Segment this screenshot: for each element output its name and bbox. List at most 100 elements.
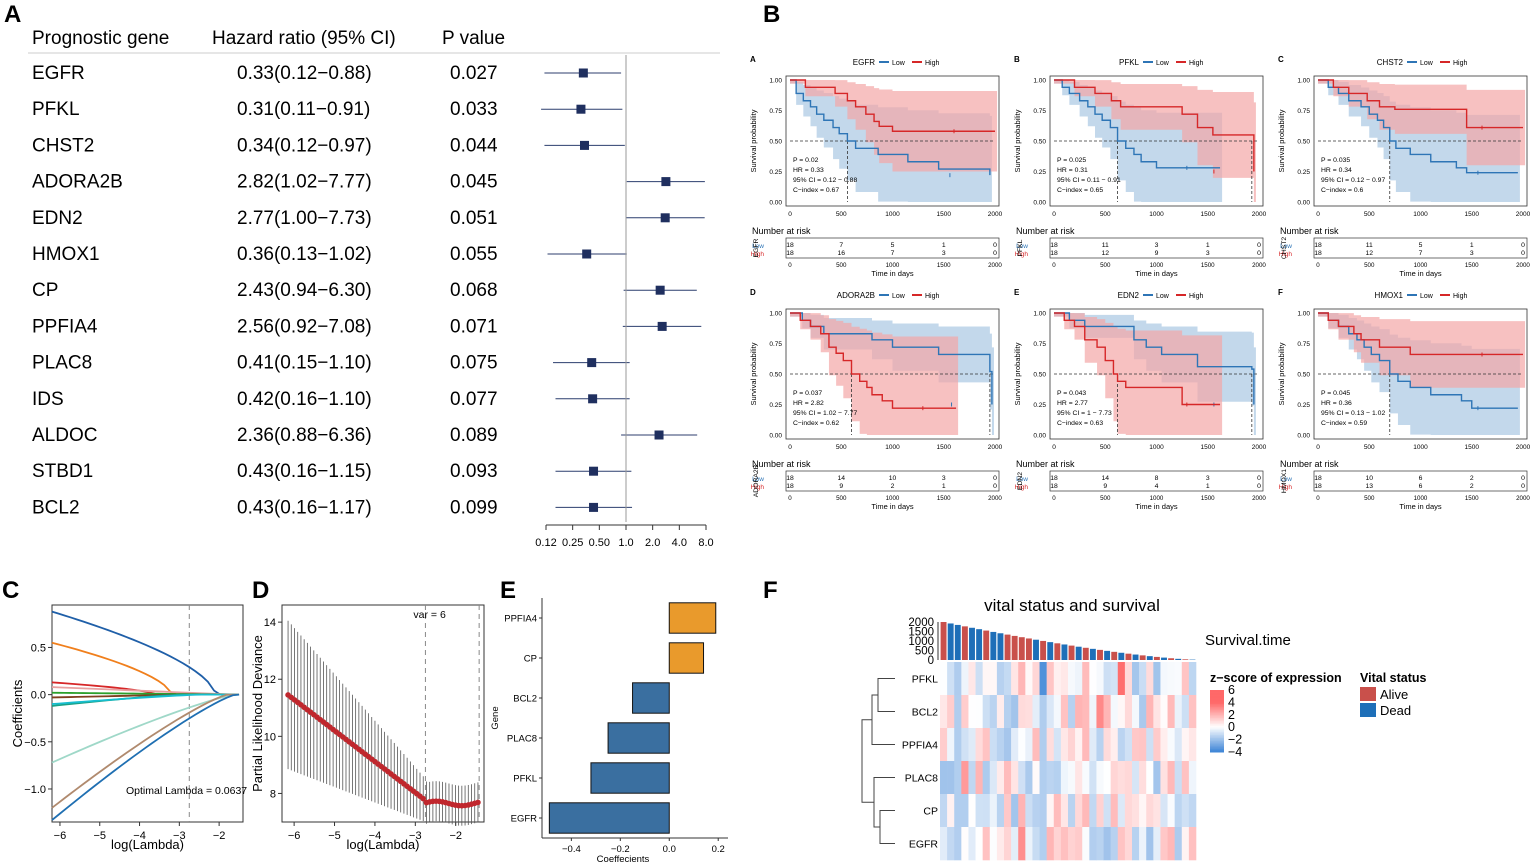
km-x-tick-label: 0	[1316, 211, 1320, 218]
zscore-legend-gradient	[1210, 742, 1224, 745]
heatmap-cell	[940, 662, 948, 696]
heatmap-cell	[1188, 794, 1197, 828]
km-risk-low-count: 6	[1419, 475, 1423, 482]
panel-letter-f: F	[763, 577, 778, 604]
heatmap-cell	[1188, 761, 1197, 795]
forest-p-value: 0.075	[450, 353, 498, 374]
heatmap-cell	[1132, 761, 1140, 795]
km-risk-high-label: High	[751, 484, 765, 491]
heatmap-cell	[1167, 695, 1175, 729]
km-risk-x-tick: 2000	[988, 262, 1002, 269]
lasso-dev-x-label: log(Lambda)	[347, 837, 420, 852]
coef-bar-x-tick-label: −0.4	[562, 844, 581, 855]
km-legend-high-label: High	[925, 293, 940, 300]
heatmap-cell	[1004, 695, 1012, 729]
lasso-dev-y-tick-label: 8	[270, 788, 276, 800]
km-risk-low-count: 5	[1419, 242, 1423, 249]
heatmap-cell	[975, 761, 983, 795]
heatmap-cell	[1046, 662, 1055, 696]
heatmap-cell	[1060, 728, 1069, 762]
km-y-tick-label: 0.50	[769, 372, 782, 379]
km-risk-table-frame	[1313, 470, 1528, 492]
dendrogram-branch	[871, 694, 895, 745]
km-risk-x-tick: 1500	[937, 262, 951, 269]
heatmap-cell	[1032, 728, 1040, 762]
heatmap-cell	[940, 761, 948, 795]
heatmap-cell	[1060, 827, 1069, 861]
heatmap-cell	[1039, 761, 1047, 795]
forest-hr-point	[578, 68, 588, 78]
km-risk-low-count: 0	[993, 242, 997, 249]
heatmap-cell	[1124, 728, 1133, 762]
heatmap-cell	[961, 827, 969, 861]
km-risk-x-tick: 2000	[1516, 495, 1530, 502]
heatmap-cell	[1060, 761, 1069, 795]
km-risk-low-count: 0	[1521, 242, 1525, 249]
km-plot-frame	[1049, 308, 1264, 440]
km-risk-high-count: 9	[1103, 483, 1107, 490]
km-y-tick-label: 0.25	[1297, 402, 1310, 409]
km-risk-low-count: 0	[1257, 242, 1261, 249]
heatmap-cell	[1103, 695, 1111, 729]
km-x-axis-label: Time in days	[1135, 502, 1177, 511]
heatmap-cell	[1011, 794, 1019, 828]
km-risk-x-tick: 0	[1316, 495, 1320, 502]
heatmap-cell	[1139, 794, 1147, 828]
heatmap-cell	[996, 827, 1005, 861]
km-risk-x-tick: 500	[1100, 262, 1111, 269]
coef-bar	[548, 802, 670, 834]
km-stat-text: C−index = 0.59	[1321, 420, 1367, 427]
heatmap-cell	[975, 794, 983, 828]
heatmap-cell	[1096, 827, 1104, 861]
heatmap-cell	[968, 761, 976, 795]
lasso-deviance-plot: 8 10 12 14 −6 −5 −4 −3 −2 log(Lambda) Partial Like…	[250, 604, 485, 852]
survival-bar	[1097, 649, 1103, 660]
heatmap-cell	[1167, 662, 1175, 696]
zscore-legend-gradient	[1210, 748, 1224, 751]
km-y-axis-label: Survival probability	[1013, 109, 1022, 172]
km-y-tick-label: 0.00	[1297, 200, 1310, 207]
km-risk-x-tick: 1500	[1201, 495, 1215, 502]
heatmap-cell	[1053, 728, 1062, 762]
km-risk-low-count: 18	[1314, 242, 1322, 249]
km-risk-table-frame	[785, 470, 1000, 492]
survival-bar	[1018, 637, 1025, 660]
km-x-tick-label: 1500	[937, 444, 952, 451]
heatmap-cell	[1053, 695, 1062, 729]
forest-gene-label: CHST2	[32, 135, 94, 156]
forest-gene-label: STBD1	[32, 461, 93, 482]
km-survival-curve	[790, 79, 995, 132]
km-panel-tag: D	[750, 288, 756, 297]
km-risk-title: Number at risk	[752, 226, 811, 236]
heatmap-gene-label: CP	[923, 806, 938, 818]
zscore-legend-gradient	[1210, 716, 1224, 719]
heatmap-cell	[1053, 761, 1062, 795]
forest-hr-text: 0.36(0.13−1.02)	[237, 244, 372, 265]
heatmap-cell	[1082, 728, 1090, 762]
km-stat-text: P = 0.025	[1057, 157, 1086, 164]
heatmap-cell	[1181, 662, 1190, 696]
heatmap-cell	[1004, 662, 1012, 696]
forest-hr-point	[654, 430, 664, 440]
heatmap-cell	[1018, 761, 1026, 795]
km-x-tick-label: 1000	[1413, 211, 1428, 218]
zscore-legend-gradient	[1210, 745, 1224, 748]
forest-axis-tick-label: 0.12	[535, 537, 556, 549]
heatmap-cell	[975, 728, 983, 762]
km-x-tick-label: 500	[1100, 444, 1111, 451]
heatmap-panel: vital status and survivalSurvival.time20…	[861, 596, 1427, 861]
heatmap-cell	[1068, 695, 1076, 729]
km-risk-low-count: 11	[1366, 242, 1373, 249]
heatmap-cell	[1146, 761, 1154, 795]
panel-letter-d: D	[252, 577, 269, 604]
km-risk-x-tick: 1000	[1414, 495, 1428, 502]
zscore-legend-title: z−score of expression	[1210, 671, 1342, 685]
forest-hr-point	[582, 249, 592, 259]
km-y-tick-label: 0.25	[769, 169, 782, 176]
heatmap-gene-label: PPFIA4	[902, 740, 938, 752]
heatmap-cell	[940, 794, 948, 828]
forest-hr-text: 0.43(0.16−1.17)	[237, 497, 372, 518]
lasso-coef-path	[51, 693, 240, 821]
dendrogram-branch	[877, 678, 895, 712]
heatmap-cell	[1068, 761, 1076, 795]
